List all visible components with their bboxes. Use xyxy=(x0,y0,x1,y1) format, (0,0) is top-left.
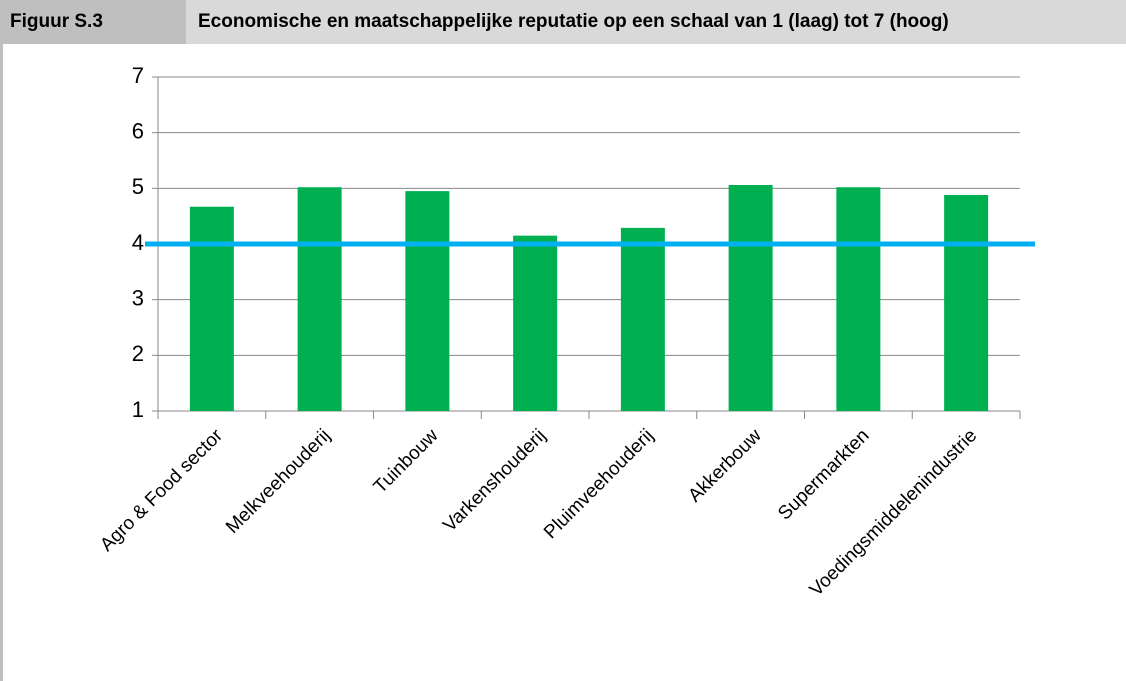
figure-label: Figuur S.3 xyxy=(10,11,103,32)
x-tick-label: Supermarkten xyxy=(774,425,873,524)
y-tick-label: 3 xyxy=(132,285,144,310)
y-tick-label: 5 xyxy=(132,174,144,199)
bar xyxy=(513,235,558,411)
left-border xyxy=(0,44,3,681)
y-tick-label: 7 xyxy=(132,63,144,88)
bar xyxy=(728,184,773,411)
chart-title: Economische en maatschappelijke reputati… xyxy=(198,11,949,32)
bar xyxy=(189,206,234,411)
bar xyxy=(944,195,989,411)
header-label-bg xyxy=(0,0,186,44)
bar xyxy=(836,187,881,411)
x-tick-label: Pluimveehouderij xyxy=(540,425,658,543)
bar xyxy=(297,187,342,411)
header-bar xyxy=(0,0,1126,44)
x-tick-label: Akkerbouw xyxy=(684,425,766,507)
x-tick-label: Melkveehouderij xyxy=(222,425,335,538)
bar xyxy=(405,191,450,411)
x-tick-label: Tuinbouw xyxy=(370,425,443,498)
y-tick-label: 4 xyxy=(132,230,144,255)
y-tick-label: 1 xyxy=(132,397,144,422)
bar xyxy=(620,227,665,411)
y-tick-label: 6 xyxy=(132,118,144,143)
x-tick-label: Varkenshouderij xyxy=(439,425,550,536)
x-tick-label: Agro & Food sector xyxy=(96,425,227,556)
y-tick-label: 2 xyxy=(132,341,144,366)
